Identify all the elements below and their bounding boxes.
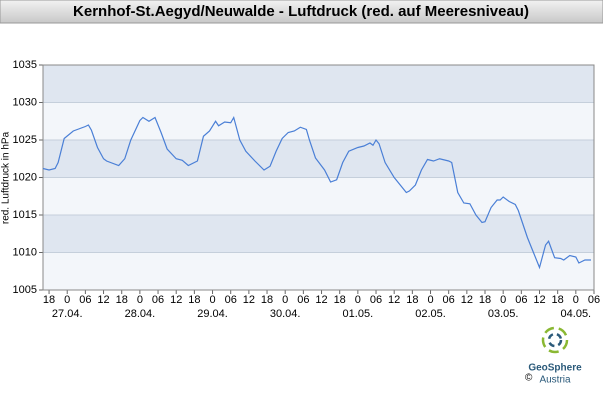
- x-tick-label: 06: [515, 294, 527, 306]
- chart-title: Kernhof-St.Aegyd/Neuwalde - Luftdruck (r…: [73, 3, 529, 20]
- date-label: 03.05.: [488, 308, 519, 320]
- date-label: 02.05.: [415, 308, 446, 320]
- x-tick-label: 18: [552, 294, 564, 306]
- x-tick-label: 0: [64, 294, 70, 306]
- x-tick-label: 0: [137, 294, 143, 306]
- x-tick-label: 06: [297, 294, 309, 306]
- x-tick-label: 0: [427, 294, 433, 306]
- x-tick-label: 18: [406, 294, 418, 306]
- logo: © GeoSphere Austria: [525, 326, 582, 386]
- band: [43, 65, 594, 103]
- copyright: ©: [525, 373, 533, 384]
- y-tick-label: 1010: [13, 246, 37, 258]
- x-tick-label: 0: [209, 294, 215, 306]
- x-tick-label: 06: [370, 294, 382, 306]
- x-tick-label: 12: [461, 294, 473, 306]
- x-tick-label: 18: [188, 294, 200, 306]
- y-tick-label: 1005: [13, 284, 37, 296]
- x-tick-label: 06: [588, 294, 600, 306]
- date-label: 27.04.: [52, 308, 83, 320]
- line-series: [42, 115, 591, 270]
- x-tick-label: 18: [334, 294, 346, 306]
- x-tick-label: 18: [261, 294, 273, 306]
- band: [43, 102, 594, 140]
- x-tick-label: 12: [243, 294, 255, 306]
- x-tick-label: 12: [388, 294, 400, 306]
- x-tick-label: 0: [573, 294, 579, 306]
- title-bar: [0, 0, 603, 24]
- plot-border: [42, 64, 595, 291]
- date-label: 04.05.: [561, 308, 592, 320]
- x-tick-label: 06: [443, 294, 455, 306]
- x-tick-label: 06: [225, 294, 237, 306]
- band: [43, 177, 594, 215]
- x-tick-label: 18: [43, 294, 55, 306]
- date-label: 28.04.: [125, 308, 156, 320]
- x-tick-label: 18: [479, 294, 491, 306]
- x-tick-label: 12: [170, 294, 182, 306]
- x-tick-label: 06: [79, 294, 91, 306]
- plot-area: [43, 64, 594, 291]
- y-tick-label: 1025: [13, 134, 37, 146]
- y-axis-label: red. Luftdruck in hPa: [1, 131, 12, 224]
- date-label: 01.05.: [343, 308, 374, 320]
- band: [43, 140, 594, 178]
- credit-name: GeoSphere: [528, 363, 582, 374]
- date-label: 30.04.: [270, 308, 301, 320]
- y-tick-label: 1030: [13, 96, 37, 108]
- credit-sub: Austria: [539, 375, 571, 386]
- y-tick-label: 1035: [13, 59, 37, 71]
- x-tick-label: 12: [97, 294, 109, 306]
- x-tick-label: 12: [315, 294, 327, 306]
- y-tick-label: 1015: [13, 209, 37, 221]
- x-tick-label: 0: [500, 294, 506, 306]
- x-tick-label: 0: [282, 294, 288, 306]
- band: [43, 252, 594, 290]
- y-tick-label: 1020: [13, 171, 37, 183]
- date-label: 29.04.: [197, 308, 228, 320]
- band: [43, 215, 594, 253]
- x-tick-label: 06: [152, 294, 164, 306]
- x-tick-label: 18: [116, 294, 128, 306]
- x-tick-label: 0: [355, 294, 361, 306]
- x-tick-label: 12: [533, 294, 545, 306]
